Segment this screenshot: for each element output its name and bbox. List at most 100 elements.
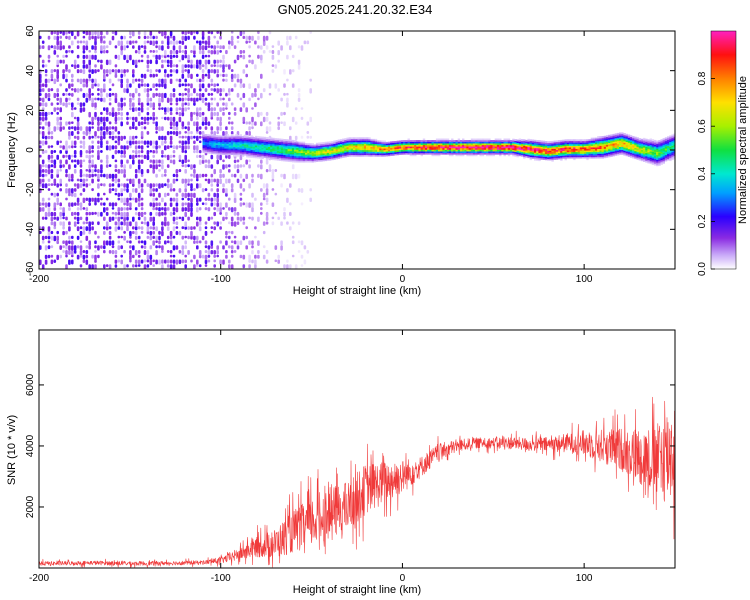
spectrogram-noise-cell bbox=[181, 245, 185, 250]
spectrogram-noise-cell bbox=[219, 97, 222, 101]
spectrogram-noise-cell bbox=[294, 264, 298, 269]
spectrogram-ridge-cell bbox=[660, 148, 663, 151]
spectrogram-noise-cell bbox=[219, 92, 222, 97]
spectrogram-ridge-cell bbox=[538, 148, 541, 150]
spectrogram-ridge-cell bbox=[601, 140, 604, 143]
spectrogram-ridge-cell bbox=[296, 148, 299, 150]
spectrogram-ridge-cell bbox=[435, 151, 439, 153]
spectrogram-ridge-cell bbox=[313, 160, 317, 163]
spectrogram-noise-cell bbox=[257, 240, 260, 246]
spectrogram-ridge-cell bbox=[634, 157, 637, 160]
spectrogram-ridge-cell bbox=[217, 149, 221, 152]
spectrogram-ridge-cell bbox=[287, 144, 290, 146]
spectrogram-ridge-cell bbox=[326, 141, 330, 144]
spectrogram-noise-cell bbox=[248, 164, 251, 169]
spectrogram-ridge-cell bbox=[252, 145, 256, 147]
spectrogram-ridge-cell bbox=[220, 143, 223, 146]
spectrogram-ridge-cell bbox=[577, 152, 580, 154]
spectrogram-ridge-cell bbox=[302, 155, 306, 158]
spectrogram-noise-cell bbox=[291, 116, 295, 123]
spectrogram-ridge-cell bbox=[204, 143, 208, 146]
spectrogram-noise-cell bbox=[134, 221, 138, 227]
spectrogram-noise-cell bbox=[123, 169, 126, 175]
spectrogram-ridge-cell bbox=[547, 155, 550, 158]
spectrogram-ridge-cell bbox=[383, 142, 386, 144]
spectrogram-ridge-cell bbox=[265, 141, 269, 144]
spectrogram-ridge-cell bbox=[309, 149, 312, 152]
spectrogram-ridge-cell bbox=[418, 152, 421, 155]
spectrogram-noise-cell bbox=[216, 69, 219, 74]
spectrogram-noise-cell bbox=[126, 54, 129, 60]
spectrogram-ridge-cell bbox=[433, 152, 437, 155]
spectrogram-ridge-cell bbox=[298, 152, 301, 155]
spectrogram-ridge-cell bbox=[527, 145, 530, 147]
spectrogram-noise-cell bbox=[120, 150, 123, 155]
spectrogram-noise-cell bbox=[268, 164, 272, 170]
spectrogram-noise-cell bbox=[204, 97, 208, 101]
spectrogram-ridge-cell bbox=[629, 140, 633, 142]
spectrogram-noise-cell bbox=[198, 59, 202, 65]
spectrogram-ridge-cell bbox=[538, 159, 541, 162]
spectrogram-noise-cell bbox=[76, 226, 80, 232]
spectrogram-noise-cell bbox=[172, 126, 176, 131]
spectrogram-ridge-cell bbox=[294, 144, 297, 147]
spectrogram-ridge-cell bbox=[366, 140, 369, 143]
spectrogram-ridge-cell bbox=[263, 136, 266, 139]
spectrogram-ridge-cell bbox=[653, 147, 657, 150]
spectrogram-ridge-cell bbox=[322, 154, 325, 157]
spectrogram-ridge-cell bbox=[209, 151, 212, 154]
spectrogram-ridge-cell bbox=[634, 146, 637, 148]
spectrogram-noise-cell bbox=[73, 159, 77, 163]
spectrogram-ridge-cell bbox=[544, 148, 548, 151]
spectrogram-noise-cell bbox=[275, 26, 278, 29]
spectrogram-ridge-cell bbox=[603, 135, 607, 138]
spectrogram-noise-cell bbox=[50, 183, 54, 186]
spectrogram-noise-cell bbox=[286, 97, 289, 103]
spectrogram-ridge-cell bbox=[390, 146, 393, 148]
spectrogram-noise-cell bbox=[172, 264, 176, 269]
spectrogram-noise-cell bbox=[126, 40, 129, 45]
spectrogram-ridge-cell bbox=[322, 146, 325, 149]
spectrogram-noise-cell bbox=[111, 188, 115, 192]
spectrogram-noise-cell bbox=[300, 188, 304, 193]
spectrogram-noise-cell bbox=[169, 188, 173, 192]
spectrogram-noise-cell bbox=[62, 92, 65, 97]
spectrogram-noise-cell bbox=[196, 59, 199, 66]
spectrogram-ridge-cell bbox=[647, 145, 650, 148]
spectrogram-ridge-cell bbox=[300, 157, 304, 160]
spectrogram-noise-cell bbox=[216, 45, 219, 49]
spectrogram-ridge-cell bbox=[621, 145, 624, 147]
spectrogram-ridge-cell bbox=[329, 155, 332, 158]
spectrogram-noise-cell bbox=[184, 102, 187, 106]
spectrogram-ridge-cell bbox=[560, 152, 563, 155]
spectrogram-ridge-cell bbox=[370, 146, 373, 149]
spectrogram-noise-cell bbox=[161, 26, 164, 30]
spectrogram-noise-cell bbox=[94, 254, 97, 261]
spectrogram-ridge-cell bbox=[451, 146, 454, 149]
spectrogram-noise-cell bbox=[86, 26, 89, 29]
spectrogram-ridge-cell bbox=[377, 140, 380, 143]
spectrogram-ridge-cell bbox=[202, 146, 205, 149]
spectrogram-noise-cell bbox=[152, 226, 155, 230]
spectrogram-noise-cell bbox=[68, 235, 71, 240]
spectrogram-noise-cell bbox=[149, 216, 153, 222]
spectrogram-noise-cell bbox=[190, 92, 193, 97]
spectrogram-noise-cell bbox=[39, 78, 42, 84]
spectrogram-noise-cell bbox=[44, 169, 48, 174]
spectrogram-ridge-cell bbox=[344, 149, 347, 151]
spectrogram-ridge-cell bbox=[250, 135, 253, 138]
spectrogram-noise-cell bbox=[71, 40, 74, 46]
spectrogram-noise-cell bbox=[181, 197, 185, 201]
spectrogram-noise-cell bbox=[140, 202, 144, 207]
spectrogram-ridge-cell bbox=[337, 142, 341, 145]
spectrogram-ridge-cell bbox=[614, 147, 618, 150]
spectrogram-noise-cell bbox=[178, 107, 182, 111]
spectrogram-noise-cell bbox=[65, 150, 68, 155]
spectrogram-noise-cell bbox=[201, 116, 205, 122]
spectrogram-noise-cell bbox=[228, 245, 231, 249]
spectrogram-ridge-cell bbox=[584, 148, 587, 151]
spectrogram-ridge-cell bbox=[446, 141, 450, 144]
spectrogram-noise-cell bbox=[289, 35, 292, 41]
spectrogram-ridge-cell bbox=[632, 137, 635, 140]
spectrogram-ridge-cell bbox=[669, 148, 672, 150]
